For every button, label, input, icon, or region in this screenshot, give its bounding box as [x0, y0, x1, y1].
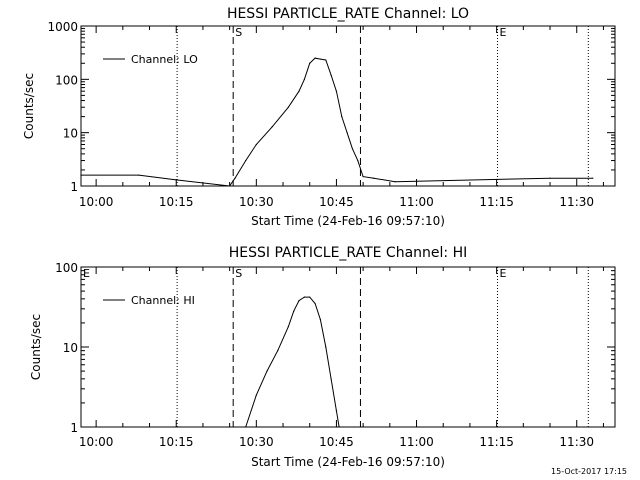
panel-1-data-point	[357, 159, 359, 162]
footer-timestamp: 15-Oct-2017 17:15	[551, 467, 627, 476]
panel-2-y-tick-label: 100	[55, 261, 78, 275]
panel-2-x-tick-label: 11:30	[559, 435, 594, 449]
panel-2-data-point	[293, 310, 295, 312]
panel-1-data-point	[138, 174, 140, 176]
panel-2-extra-label: E	[83, 267, 90, 280]
panel-2-x-tick-label: 10:15	[159, 435, 194, 449]
panel-1-data-point	[346, 132, 348, 134]
panel-1-data-point	[341, 116, 343, 118]
panel-1-y-tick-label: 10	[63, 127, 78, 141]
panel-1-data-point	[394, 181, 396, 183]
panel-1-data-point	[287, 106, 289, 108]
panel-1-data-point	[335, 90, 338, 92]
panel-2-x-tick-label: 10:45	[319, 435, 354, 449]
panel-2-marker-label: E	[500, 267, 507, 280]
panel-1-marker-label: E	[500, 26, 507, 39]
panel-1-y-tick-label: 100	[55, 73, 78, 87]
panel-2-legend-label: Channel: HI	[131, 294, 195, 307]
panel-1-data-point	[330, 74, 332, 76]
panel-2-x-tick-label: 10:30	[239, 435, 274, 449]
panel-1-plot-frame	[80, 25, 616, 187]
panel-1-marker-label: S	[235, 26, 242, 39]
panel-1-data-point	[298, 90, 300, 92]
panel-1-data-point	[271, 125, 273, 128]
panel-2-y-tick-label: 1	[70, 421, 78, 435]
panel-1-y-tick-label: 1000	[47, 20, 78, 34]
panel-1-x-tick-label: 11:15	[479, 195, 514, 209]
panel-1-data-point	[309, 62, 311, 64]
panel-1-data-point	[175, 179, 177, 181]
panel-2-data-point	[245, 426, 247, 428]
panel-1-x-axis-label: Start Time (24-Feb-16 09:57:10)	[251, 214, 445, 228]
panel-1-legend-label: Channel: LO	[131, 53, 198, 66]
panel-1-x-tick-label: 11:00	[399, 195, 434, 209]
panel-2-y-axis-label: Counts/sec	[29, 314, 43, 380]
panel-1-data-point	[351, 148, 354, 150]
panel-1-x-tick-label: 10:00	[79, 195, 114, 209]
panel-2-title: HESSI PARTICLE_RATE Channel: HI	[229, 245, 467, 261]
panel-2-data-point	[330, 378, 332, 380]
panel-1-data-point	[325, 59, 327, 61]
panel-1-series-line	[81, 57, 593, 187]
panel-1-data-point	[255, 143, 257, 146]
panel-1-data-point	[592, 177, 594, 179]
panel-2-x-tick-label: 11:15	[479, 435, 514, 449]
panel-2-data-point	[325, 346, 327, 348]
panel-1-data-point	[245, 159, 247, 162]
panel-1-y-tick-label: 1	[70, 180, 78, 194]
panel-1-data-point	[362, 176, 364, 178]
panel-2-x-axis-label: Start Time (24-Feb-16 09:57:10)	[251, 455, 445, 469]
panel-1-data-point	[314, 57, 316, 59]
panel-1-chart: HESSI PARTICLE_RATE Channel: LO Start Tim…	[22, 6, 616, 228]
panel-1-data-point	[234, 177, 236, 179]
panel-1-data-point	[549, 177, 551, 179]
panel-2-data-point	[266, 370, 268, 372]
panel-2-marker-label: S	[235, 267, 242, 280]
panel-2-data-point	[319, 319, 322, 321]
panel-2-data-point	[338, 426, 340, 428]
panel-2-data-point	[255, 394, 257, 396]
panel-1-y-axis-label: Counts/sec	[22, 73, 36, 139]
panel-1-data-point	[80, 174, 82, 176]
panel-1-x-tick-label: 10:30	[239, 195, 274, 209]
panel-2-y-tick-label: 10	[63, 341, 78, 355]
panel-1-x-tick-label: 10:45	[319, 195, 354, 209]
panel-2-data-point	[298, 300, 300, 302]
panel-2-x-tick-label: 10:00	[79, 435, 114, 449]
panel-2-x-tick-label: 11:00	[399, 435, 434, 449]
panel-2-data-point	[277, 350, 279, 352]
panel-1-data-point	[229, 185, 231, 187]
panel-1-x-tick-label: 11:30	[559, 195, 594, 209]
panel-1-data-point	[303, 78, 305, 80]
panel-1-data-point	[319, 58, 322, 60]
panel-2-data-point	[335, 410, 338, 412]
panel-1-x-tick-label: 10:15	[159, 195, 194, 209]
panel-2-data-point	[309, 296, 311, 298]
panel-1-title: HESSI PARTICLE_RATE Channel: LO	[227, 6, 469, 22]
panel-2-data-point	[314, 302, 316, 305]
panel-2-data-point	[303, 296, 305, 298]
panel-1-data-point	[373, 177, 375, 179]
panel-2-data-point	[287, 325, 289, 328]
panel-2-chart: HESSI PARTICLE_RATE Channel: HI Start Tim…	[29, 245, 616, 469]
